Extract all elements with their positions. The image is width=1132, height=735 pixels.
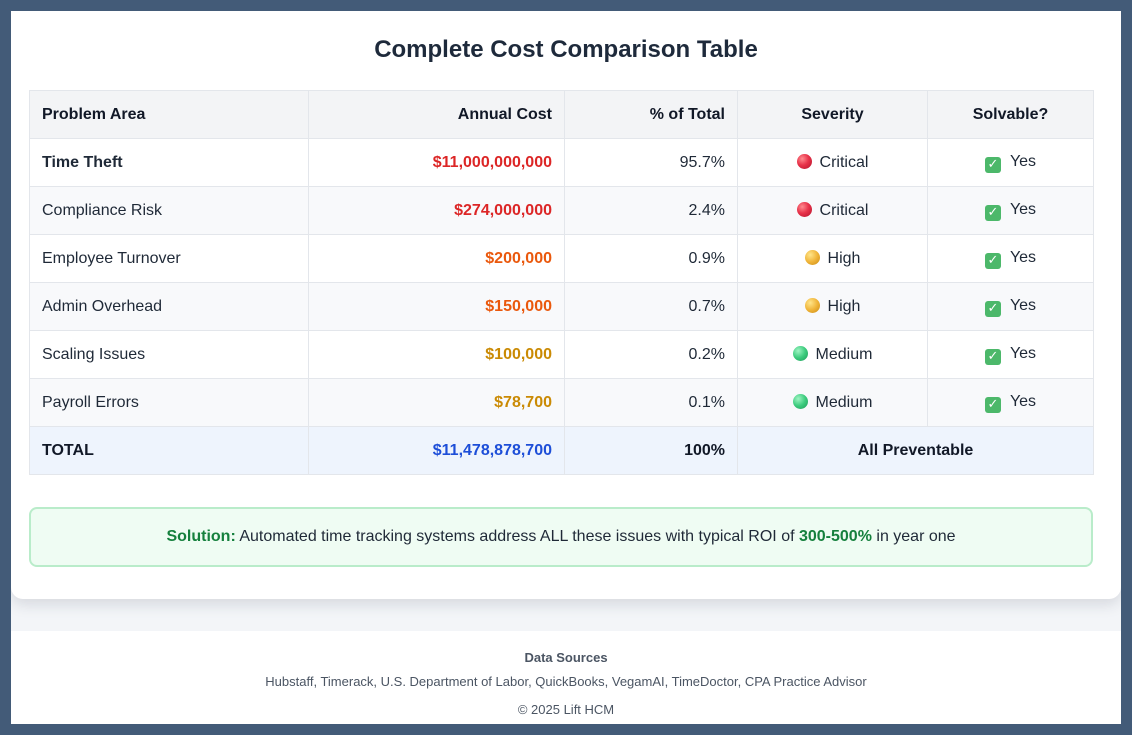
severity-label: Medium [815, 393, 873, 411]
row-problem-area: Compliance Risk [29, 186, 309, 235]
header-solvable: Solvable? [927, 90, 1094, 139]
total-cost: $11,478,878,700 [308, 426, 565, 475]
solvable-label: Yes [1009, 344, 1037, 362]
row-percent-total: 0.1% [564, 378, 738, 427]
page-frame: Complete Cost Comparison Table Problem A… [11, 11, 1121, 724]
severity-label: High [827, 297, 861, 315]
table-row: Scaling Issues $100,000 0.2% Medium ✓ Yes [29, 330, 1094, 379]
footer-copyright: © 2025 Lift HCM [517, 702, 615, 717]
check-box-icon: ✓ [984, 156, 1001, 173]
header-problem-area: Problem Area [29, 90, 309, 139]
row-severity: Medium [737, 378, 928, 427]
row-solvable: ✓ Yes [927, 138, 1094, 187]
row-percent-total: 0.2% [564, 330, 738, 379]
solution-roi: 300-500% [798, 528, 872, 545]
row-problem-area: Scaling Issues [29, 330, 309, 379]
red-circle-icon [796, 153, 812, 169]
row-severity: High [737, 282, 928, 331]
row-annual-cost: $78,700 [308, 378, 565, 427]
solution-text-end: in year one [871, 528, 956, 545]
severity-label: High [827, 249, 861, 267]
header-percent-total: % of Total [564, 90, 738, 139]
yellow-circle-icon [804, 249, 820, 265]
table-total-row: TOTAL $11,478,878,700 100% All Preventab… [29, 426, 1094, 475]
row-annual-cost: $100,000 [308, 330, 565, 379]
row-annual-cost: $274,000,000 [308, 186, 565, 235]
row-severity: Critical [737, 186, 928, 235]
total-percent: 100% [564, 426, 738, 475]
row-percent-total: 0.9% [564, 234, 738, 283]
check-box-icon: ✓ [984, 348, 1001, 365]
footer-title: Data Sources [524, 650, 608, 665]
table-header-row: Problem Area Annual Cost % of Total Seve… [29, 90, 1094, 139]
row-problem-area: Payroll Errors [29, 378, 309, 427]
solution-callout: Solution: Automated time tracking system… [29, 507, 1093, 567]
solution-text: Automated time tracking systems address … [235, 528, 799, 545]
row-annual-cost: $200,000 [308, 234, 565, 283]
table-row: Admin Overhead $150,000 0.7% High ✓ Yes [29, 282, 1094, 331]
row-severity: Medium [737, 330, 928, 379]
green-circle-icon [792, 393, 808, 409]
table-row: Payroll Errors $78,700 0.1% Medium ✓ Yes [29, 378, 1094, 427]
check-box-icon: ✓ [984, 300, 1001, 317]
table-row: Time Theft $11,000,000,000 95.7% Critica… [29, 138, 1094, 187]
row-problem-area: Time Theft [29, 138, 309, 187]
header-annual-cost: Annual Cost [308, 90, 565, 139]
row-annual-cost: $150,000 [308, 282, 565, 331]
row-solvable: ✓ Yes [927, 186, 1094, 235]
solvable-label: Yes [1009, 296, 1037, 314]
footer-sources: Hubstaff, Timerack, U.S. Department of L… [265, 674, 867, 689]
severity-label: Critical [819, 201, 869, 219]
header-severity: Severity [737, 90, 928, 139]
content-card: Complete Cost Comparison Table Problem A… [11, 11, 1121, 599]
row-annual-cost: $11,000,000,000 [308, 138, 565, 187]
table-row: Employee Turnover $200,000 0.9% High ✓ Ye… [29, 234, 1094, 283]
cost-comparison-table: Problem Area Annual Cost % of Total Seve… [29, 90, 1094, 475]
severity-label: Critical [819, 153, 869, 171]
check-box-icon: ✓ [984, 204, 1001, 221]
row-solvable: ✓ Yes [927, 282, 1094, 331]
row-problem-area: Admin Overhead [29, 282, 309, 331]
solvable-label: Yes [1009, 248, 1037, 266]
solution-lead: Solution: [166, 528, 236, 545]
row-severity: Critical [737, 138, 928, 187]
red-circle-icon [796, 201, 812, 217]
row-percent-total: 2.4% [564, 186, 738, 235]
total-label: TOTAL [29, 426, 309, 475]
green-circle-icon [792, 345, 808, 361]
table-row: Compliance Risk $274,000,000 2.4% Critic… [29, 186, 1094, 235]
footer: Data Sources Hubstaff, Timerack, U.S. De… [11, 631, 1121, 724]
row-problem-area: Employee Turnover [29, 234, 309, 283]
total-note: All Preventable [737, 426, 1094, 475]
solvable-label: Yes [1009, 392, 1037, 410]
row-severity: High [737, 234, 928, 283]
row-solvable: ✓ Yes [927, 330, 1094, 379]
check-box-icon: ✓ [984, 252, 1001, 269]
solvable-label: Yes [1009, 200, 1037, 218]
page-title: Complete Cost Comparison Table [374, 36, 758, 63]
row-solvable: ✓ Yes [927, 378, 1094, 427]
solvable-label: Yes [1009, 152, 1037, 170]
severity-label: Medium [815, 345, 873, 363]
check-box-icon: ✓ [984, 396, 1001, 413]
row-percent-total: 0.7% [564, 282, 738, 331]
yellow-circle-icon [804, 297, 820, 313]
row-solvable: ✓ Yes [927, 234, 1094, 283]
row-percent-total: 95.7% [564, 138, 738, 187]
